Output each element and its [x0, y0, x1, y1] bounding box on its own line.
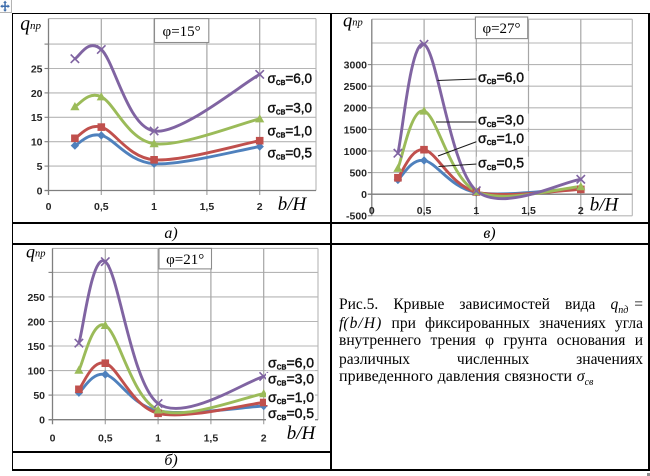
svg-text:1500: 1500 [344, 124, 368, 136]
svg-text:σсв=1,0: σсв=1,0 [478, 130, 524, 148]
svg-text:10: 10 [31, 137, 43, 149]
svg-text:σсв=6,0: σсв=6,0 [478, 69, 524, 87]
svg-text:φ=21°: φ=21° [166, 252, 204, 268]
svg-text:-500: -500 [346, 211, 367, 223]
svg-text:20: 20 [31, 88, 43, 100]
svg-text:0: 0 [369, 205, 375, 217]
svg-text:200: 200 [27, 316, 45, 328]
svg-text:σсв=3,0: σсв=3,0 [478, 112, 524, 130]
svg-text:σсв=3,0: σсв=3,0 [268, 371, 314, 389]
svg-text:3000: 3000 [344, 60, 368, 72]
svg-text:φ=15°: φ=15° [163, 24, 201, 40]
svg-text:1,5: 1,5 [521, 205, 536, 217]
svg-text:2: 2 [257, 201, 263, 213]
svg-text:2500: 2500 [344, 81, 368, 93]
svg-text:250: 250 [27, 292, 45, 304]
svg-text:150: 150 [27, 341, 45, 353]
svg-text:σсв=0,5: σсв=0,5 [478, 155, 524, 173]
svg-text:0,5: 0,5 [94, 201, 109, 213]
svg-text:1: 1 [155, 433, 161, 445]
svg-text:0: 0 [37, 185, 43, 197]
svg-text:0: 0 [39, 415, 45, 427]
svg-text:qпр: qпр [343, 12, 363, 32]
svg-text:100: 100 [27, 366, 45, 378]
svg-text:b/H: b/H [278, 194, 308, 215]
svg-text:qпр: qпр [26, 242, 46, 262]
svg-text:1: 1 [473, 205, 479, 217]
svg-text:0: 0 [50, 433, 56, 445]
svg-text:0,5: 0,5 [98, 433, 113, 445]
svg-text:qпр: qпр [20, 14, 41, 35]
svg-text:50: 50 [33, 390, 45, 402]
svg-text:1,5: 1,5 [200, 201, 215, 213]
svg-text:φ=27°: φ=27° [482, 21, 520, 37]
svg-text:5: 5 [37, 161, 43, 173]
svg-text:σсв=0,5: σсв=0,5 [268, 405, 314, 423]
svg-text:σсв=3,0: σсв=3,0 [268, 101, 312, 117]
svg-text:2: 2 [261, 433, 267, 445]
svg-text:σсв=6,0: σсв=6,0 [268, 71, 312, 87]
svg-text:500: 500 [349, 168, 367, 180]
svg-text:b/H: b/H [590, 195, 620, 216]
svg-text:25: 25 [31, 63, 43, 75]
svg-text:15: 15 [31, 112, 43, 124]
svg-text:0: 0 [361, 189, 367, 201]
svg-text:σсв=1,0: σсв=1,0 [268, 124, 312, 140]
svg-text:b/H: b/H [287, 423, 317, 444]
svg-text:2000: 2000 [344, 103, 368, 115]
svg-text:1000: 1000 [344, 146, 368, 158]
svg-text:2: 2 [578, 205, 584, 217]
svg-text:1,5: 1,5 [204, 433, 219, 445]
svg-text:0,5: 0,5 [417, 205, 432, 217]
svg-text:0: 0 [46, 201, 52, 213]
svg-text:1: 1 [151, 201, 157, 213]
svg-text:σсв=0,5: σсв=0,5 [268, 146, 312, 162]
